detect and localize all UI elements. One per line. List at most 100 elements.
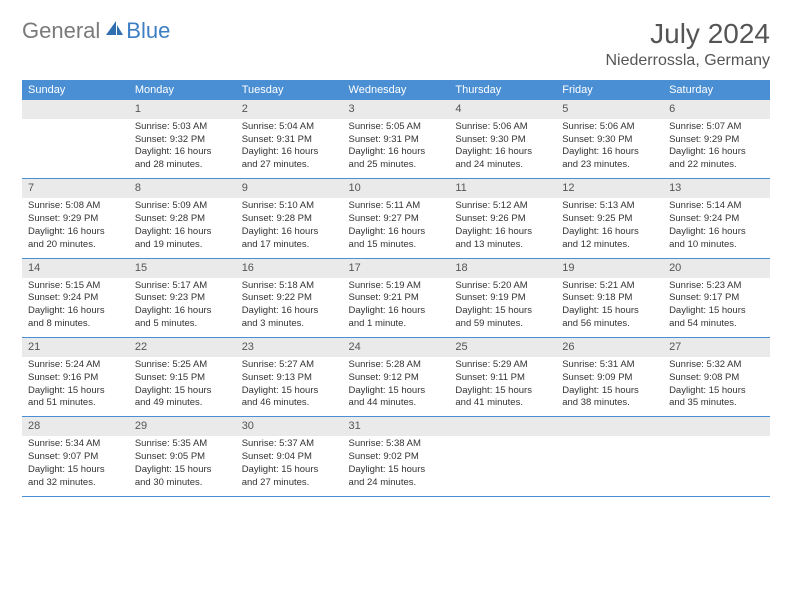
day-cell: Sunrise: 5:05 AMSunset: 9:31 PMDaylight:… [343,119,450,179]
daylight-text: Daylight: 15 hours [562,305,657,318]
sunrise-text: Sunrise: 5:28 AM [349,359,444,372]
logo: General Blue [22,18,170,44]
day-cell: Sunrise: 5:25 AMSunset: 9:15 PMDaylight:… [129,357,236,417]
sunrise-text: Sunrise: 5:19 AM [349,280,444,293]
sunset-text: Sunset: 9:24 PM [28,292,123,305]
sunset-text: Sunset: 9:09 PM [562,372,657,385]
daylight-text: and 59 minutes. [455,318,550,331]
sunrise-text: Sunrise: 5:06 AM [455,121,550,134]
daylight-text: and 32 minutes. [28,477,123,490]
daylight-text: Daylight: 16 hours [135,305,230,318]
sunset-text: Sunset: 9:18 PM [562,292,657,305]
day-number: 8 [129,179,236,198]
sunrise-text: Sunrise: 5:09 AM [135,200,230,213]
day-number: 25 [449,338,556,357]
daylight-text: Daylight: 16 hours [242,146,337,159]
sunset-text: Sunset: 9:07 PM [28,451,123,464]
sunset-text: Sunset: 9:30 PM [562,134,657,147]
day-cell: Sunrise: 5:38 AMSunset: 9:02 PMDaylight:… [343,436,450,496]
sunrise-text: Sunrise: 5:17 AM [135,280,230,293]
sunrise-text: Sunrise: 5:18 AM [242,280,337,293]
day-cell: Sunrise: 5:12 AMSunset: 9:26 PMDaylight:… [449,198,556,258]
daylight-text: and 35 minutes. [669,397,764,410]
sunset-text: Sunset: 9:27 PM [349,213,444,226]
daylight-text: and 15 minutes. [349,239,444,252]
day-number: 14 [22,258,129,277]
day-number: 28 [22,417,129,436]
sunset-text: Sunset: 9:26 PM [455,213,550,226]
sunrise-text: Sunrise: 5:21 AM [562,280,657,293]
sunset-text: Sunset: 9:30 PM [455,134,550,147]
sunset-text: Sunset: 9:28 PM [135,213,230,226]
daylight-text: Daylight: 16 hours [28,305,123,318]
weekday-header: Sunday [22,80,129,100]
day-number: 13 [663,179,770,198]
weekday-header: Saturday [663,80,770,100]
day-number [449,417,556,436]
day-number: 24 [343,338,450,357]
daylight-text: Daylight: 16 hours [135,226,230,239]
day-cell: Sunrise: 5:27 AMSunset: 9:13 PMDaylight:… [236,357,343,417]
daylight-text: Daylight: 15 hours [455,385,550,398]
daylight-text: Daylight: 15 hours [28,464,123,477]
day-number: 20 [663,258,770,277]
weekday-header: Wednesday [343,80,450,100]
daylight-text: Daylight: 16 hours [669,226,764,239]
daylight-text: and 30 minutes. [135,477,230,490]
sunrise-text: Sunrise: 5:27 AM [242,359,337,372]
daylight-text: Daylight: 15 hours [135,464,230,477]
day-number: 1 [129,100,236,119]
day-number: 6 [663,100,770,119]
daylight-text: Daylight: 16 hours [28,226,123,239]
weekday-header: Monday [129,80,236,100]
daylight-text: Daylight: 15 hours [349,385,444,398]
daylight-text: Daylight: 15 hours [349,464,444,477]
sunset-text: Sunset: 9:29 PM [669,134,764,147]
day-cell: Sunrise: 5:08 AMSunset: 9:29 PMDaylight:… [22,198,129,258]
sunset-text: Sunset: 9:04 PM [242,451,337,464]
day-number: 27 [663,338,770,357]
day-content-row: Sunrise: 5:03 AMSunset: 9:32 PMDaylight:… [22,119,770,179]
day-number: 30 [236,417,343,436]
day-cell [449,436,556,496]
day-number: 29 [129,417,236,436]
sunset-text: Sunset: 9:19 PM [455,292,550,305]
day-cell: Sunrise: 5:29 AMSunset: 9:11 PMDaylight:… [449,357,556,417]
day-content-row: Sunrise: 5:08 AMSunset: 9:29 PMDaylight:… [22,198,770,258]
sunrise-text: Sunrise: 5:38 AM [349,438,444,451]
sunrise-text: Sunrise: 5:20 AM [455,280,550,293]
daylight-text: and 19 minutes. [135,239,230,252]
sunrise-text: Sunrise: 5:29 AM [455,359,550,372]
day-number-row: 78910111213 [22,179,770,198]
daylight-text: Daylight: 15 hours [669,305,764,318]
logo-text-general: General [22,18,100,44]
day-cell [22,119,129,179]
sunset-text: Sunset: 9:32 PM [135,134,230,147]
daylight-text: Daylight: 15 hours [562,385,657,398]
daylight-text: Daylight: 16 hours [562,226,657,239]
day-number: 10 [343,179,450,198]
daylight-text: Daylight: 16 hours [242,226,337,239]
logo-sail-icon [104,19,124,44]
daylight-text: and 54 minutes. [669,318,764,331]
daylight-text: and 20 minutes. [28,239,123,252]
sunrise-text: Sunrise: 5:07 AM [669,121,764,134]
day-cell: Sunrise: 5:19 AMSunset: 9:21 PMDaylight:… [343,278,450,338]
daylight-text: and 27 minutes. [242,159,337,172]
day-cell: Sunrise: 5:28 AMSunset: 9:12 PMDaylight:… [343,357,450,417]
day-number: 23 [236,338,343,357]
sunset-text: Sunset: 9:12 PM [349,372,444,385]
daylight-text: and 41 minutes. [455,397,550,410]
day-cell: Sunrise: 5:06 AMSunset: 9:30 PMDaylight:… [556,119,663,179]
day-content-row: Sunrise: 5:15 AMSunset: 9:24 PMDaylight:… [22,278,770,338]
sunrise-text: Sunrise: 5:10 AM [242,200,337,213]
day-number: 7 [22,179,129,198]
day-number: 22 [129,338,236,357]
daylight-text: and 38 minutes. [562,397,657,410]
sunset-text: Sunset: 9:23 PM [135,292,230,305]
sunrise-text: Sunrise: 5:05 AM [349,121,444,134]
sunset-text: Sunset: 9:31 PM [242,134,337,147]
day-number: 19 [556,258,663,277]
daylight-text: Daylight: 15 hours [669,385,764,398]
day-number: 3 [343,100,450,119]
